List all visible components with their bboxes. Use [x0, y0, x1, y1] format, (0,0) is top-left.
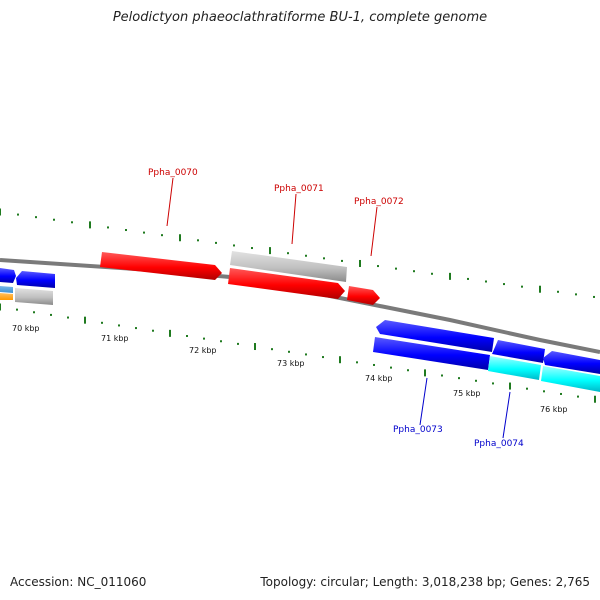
tick-label: 73 kbp [277, 359, 305, 368]
callout-line [291, 193, 297, 245]
gene-label-ppha-0073[interactable]: Ppha_0073 [393, 425, 443, 435]
tick-label: 74 kbp [365, 374, 393, 383]
other-gene-feature[interactable] [0, 293, 13, 300]
tick-label: 71 kbp [101, 334, 129, 343]
gene-callouts: Ppha_0070 Ppha_0071 Ppha_0072 Ppha_0073 … [148, 168, 524, 449]
forward-gene-feature-ppha-0072[interactable] [347, 286, 380, 305]
other-gene-feature[interactable] [15, 288, 53, 305]
tick-label: 70 kbp [12, 324, 40, 333]
callout-line [370, 206, 378, 257]
tick-label: 75 kbp [453, 389, 481, 398]
other-gene-feature[interactable] [0, 286, 13, 293]
other-gene-feature[interactable] [230, 251, 347, 282]
gene-label-ppha-0072[interactable]: Ppha_0072 [354, 197, 404, 207]
reverse-gene-feature[interactable] [0, 268, 16, 283]
reverse-gene-feature-ppha-0074[interactable] [488, 356, 541, 380]
map-title: Pelodictyon phaeoclathratiforme BU-1, co… [112, 10, 488, 25]
reverse-gene-feature[interactable] [543, 351, 600, 374]
callout-line [419, 377, 428, 426]
tick-label: 72 kbp [189, 346, 217, 355]
scale-ticks [0, 208, 596, 403]
scale-labels: 70 kbp 71 kbp 72 kbp 73 kbp 74 kbp 75 kb… [12, 324, 568, 414]
reverse-gene-feature[interactable] [376, 320, 494, 352]
callout-line [166, 177, 174, 227]
gene-label-ppha-0074[interactable]: Ppha_0074 [474, 439, 524, 449]
other-gene-feature[interactable] [541, 366, 600, 392]
reverse-gene-feature-ppha-0073[interactable] [373, 337, 490, 370]
reverse-gene-feature[interactable] [492, 340, 545, 363]
reverse-gene-feature[interactable] [16, 271, 55, 288]
tick-label: 76 kbp [540, 405, 568, 414]
callout-line [502, 391, 511, 439]
genome-summary: Topology: circular; Length: 3,018,238 bp… [260, 575, 590, 589]
gene-label-ppha-0071[interactable]: Ppha_0071 [274, 184, 324, 194]
accession-text: Accession: NC_011060 [10, 575, 147, 589]
forward-gene-feature-ppha-0070[interactable] [100, 252, 222, 280]
gene-label-ppha-0070[interactable]: Ppha_0070 [148, 168, 198, 178]
forward-gene-feature-ppha-0071[interactable] [228, 268, 345, 299]
gene-features [0, 251, 600, 392]
